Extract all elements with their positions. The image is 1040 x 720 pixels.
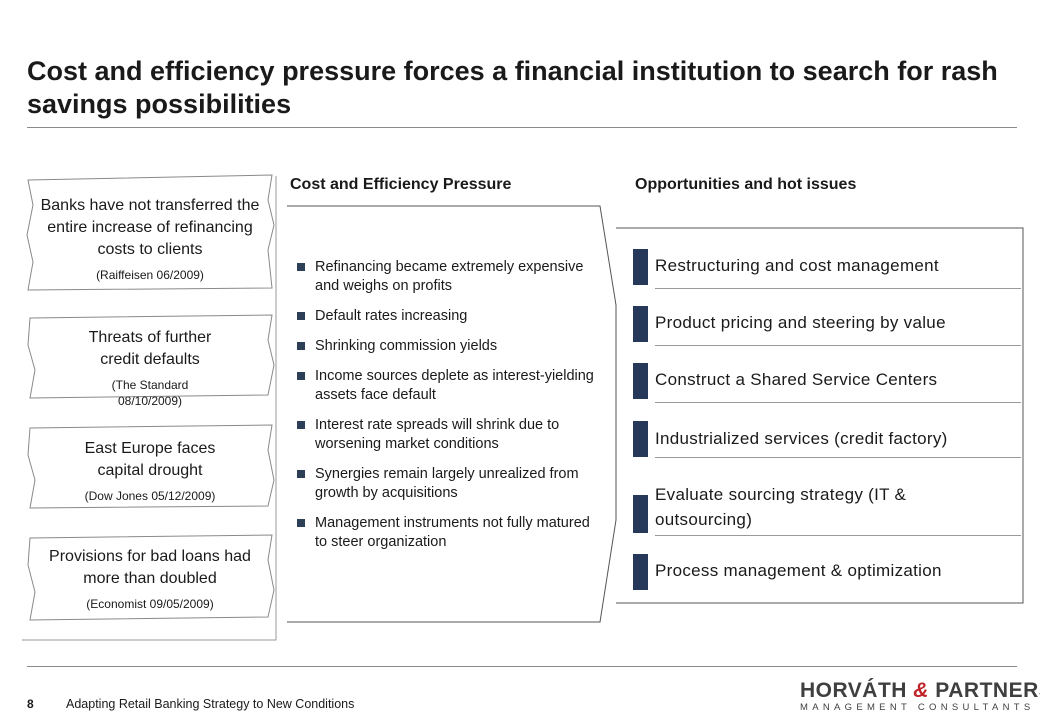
bullet-item: Synergies remain largely unrealized from… [295, 465, 595, 503]
opportunity-divider [655, 345, 1021, 346]
opportunity-marker [633, 421, 648, 457]
opportunity-label: Process management & optimization [655, 561, 942, 580]
clipping-headline: Threats of further credit defaults [88, 329, 212, 368]
clipping-3-outline [27, 424, 275, 509]
bullet-item: Management instruments not fully matured… [295, 514, 595, 552]
opportunity-label: Restructuring and cost management [655, 256, 939, 275]
clipping-source: (Dow Jones 05/12/2009) [84, 489, 216, 503]
clipping-source: (Economist 09/05/2009) [86, 597, 214, 611]
logo-text-2: PARTNERS [935, 679, 1040, 702]
logo-subtitle: MANAGEMENT CONSULTANTS [800, 702, 1035, 713]
opportunity-divider [655, 288, 1021, 289]
opportunity-marker [633, 554, 648, 590]
bullet-item: Refinancing became extremely expensive a… [295, 258, 595, 296]
news-clipping: Threats of further credit defaults (The … [30, 327, 270, 409]
page-title: Cost and efficiency pressure forces a fi… [27, 56, 998, 119]
logo-ampersand: & [913, 679, 929, 702]
clipping-headline: Provisions for bad loans had more than d… [49, 548, 251, 587]
bullet-item: Shrinking commission yields [295, 337, 595, 356]
opportunity-item: Restructuring and cost management [633, 249, 1023, 289]
opportunity-item: Construct a Shared Service Centers [633, 363, 1023, 403]
opportunity-item: Evaluate sourcing strategy (IT & outsour… [633, 480, 1023, 536]
opportunity-item: Industrialized services (credit factory) [633, 421, 1023, 461]
company-logo: HORVÁTH & PARTNERS [800, 679, 1040, 703]
bullet-item: Interest rate spreads will shrink due to… [295, 416, 595, 454]
bullet-item: Default rates increasing [295, 307, 595, 326]
clipping-source: (The Standard 08/10/2009) [111, 378, 189, 408]
title-divider [27, 127, 1017, 128]
clipping-4-outline [27, 534, 275, 621]
bullet-item: Income sources deplete as interest-yield… [295, 367, 595, 405]
pressure-bullet-list: Refinancing became extremely expensive a… [295, 258, 595, 563]
news-clipping: East Europe faces capital drought (Dow J… [30, 438, 270, 504]
opportunity-label: Industrialized services (credit factory) [655, 429, 948, 448]
page-number: 8 [27, 697, 34, 711]
opportunities-panel-outline [616, 227, 1024, 604]
pressure-heading: Cost and Efficiency Pressure [290, 176, 512, 193]
opportunity-label: Product pricing and steering by value [655, 313, 946, 332]
footer-divider [27, 666, 1017, 667]
news-clipping: Banks have not transferred the entire in… [30, 195, 270, 283]
clipping-source: (Raiffeisen 06/2009) [96, 268, 204, 282]
opportunity-marker [633, 363, 648, 399]
clipping-1-outline [26, 174, 275, 291]
opportunities-heading: Opportunities and hot issues [635, 176, 857, 193]
opportunity-divider [655, 402, 1021, 403]
pressure-panel-outline [287, 205, 617, 623]
opportunity-item: Process management & optimization [633, 554, 1023, 590]
opportunity-marker [633, 249, 648, 285]
footer-text: Adapting Retail Banking Strategy to New … [66, 697, 355, 711]
opportunity-marker [633, 495, 648, 533]
clipping-page-edge [22, 176, 277, 641]
clipping-headline: Banks have not transferred the entire in… [40, 197, 260, 258]
opportunity-label: Evaluate sourcing strategy (IT & outsour… [655, 485, 907, 529]
opportunity-divider [655, 457, 1021, 458]
opportunity-label: Construct a Shared Service Centers [655, 370, 938, 389]
logo-text-1: HORVÁTH [800, 679, 914, 702]
opportunity-item: Product pricing and steering by value [633, 306, 1023, 346]
opportunity-marker [633, 306, 648, 342]
opportunity-divider [655, 535, 1021, 536]
news-clipping: Provisions for bad loans had more than d… [30, 546, 270, 612]
clipping-headline: East Europe faces capital drought [84, 440, 216, 479]
clipping-2-outline [27, 314, 275, 399]
